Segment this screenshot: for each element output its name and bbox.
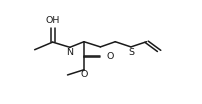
Text: N: N	[66, 48, 73, 57]
Text: S: S	[128, 48, 134, 57]
Text: OH: OH	[45, 16, 60, 25]
Text: O: O	[80, 70, 88, 79]
Text: O: O	[107, 52, 114, 61]
